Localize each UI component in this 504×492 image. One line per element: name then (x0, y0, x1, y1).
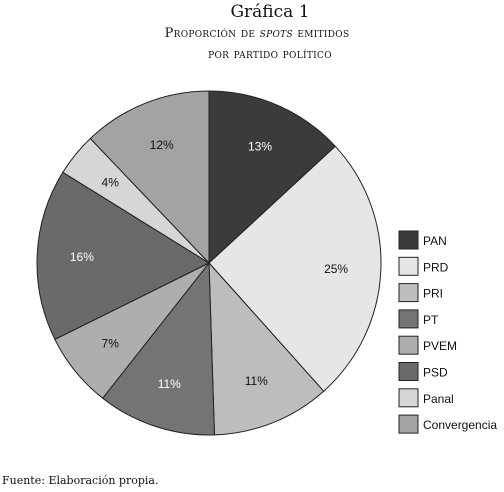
pie-labels: 13% 25% 11% 11% 7% 16% 4% 12% (70, 138, 349, 391)
legend-swatch-prd (398, 256, 419, 276)
legend-swatch-psd (398, 362, 419, 381)
pie-slice-psd (36, 171, 211, 341)
legend: PAN PRD PRI PT PVEM PSD Panal Convergencia (398, 230, 497, 434)
legend-label-psd: PSD (423, 366, 448, 380)
legend-label-prd: PRD (423, 260, 449, 274)
slice-label-pan: 13% (248, 139, 272, 153)
slice-label-convergencia: 12% (150, 138, 174, 152)
pie-slice-convergencia (89, 90, 210, 265)
legend-label-panal: Panal (423, 392, 454, 406)
legend-label-pan: PAN (423, 234, 447, 248)
pie-slices (36, 90, 382, 436)
legend-swatch-pan (398, 230, 419, 250)
pie-slice-pri (208, 261, 325, 436)
slice-label-pri: 11% (245, 374, 268, 388)
slice-label-panal: 4% (102, 176, 120, 190)
legend-swatch-panal (398, 388, 419, 408)
slice-label-psd: 16% (70, 250, 94, 264)
subtitle-emphasis: spots (260, 26, 293, 41)
pie-slice-pt (101, 261, 215, 436)
legend-swatch-pt (398, 309, 419, 329)
chart-title: Gráfica 1 (230, 2, 309, 22)
slice-label-prd: 25% (324, 262, 348, 276)
subtitle-part-2: emitidos (293, 26, 350, 41)
pie-chart: Gráfica 1 Proporción de spots emitidos p… (36, 2, 497, 436)
pie-slice-prd (208, 145, 382, 392)
source-note: Fuente: Elaboración propia. (2, 474, 159, 487)
legend-label-convergencia: Convergencia (423, 418, 497, 432)
legend-label-pt: PT (423, 313, 439, 327)
pie-slice-pan (208, 90, 337, 265)
legend-label-pri: PRI (423, 287, 443, 301)
slice-label-pt: 11% (158, 377, 181, 391)
legend-swatch-convergencia (398, 414, 419, 434)
chart-subtitle-line1: Proporción de spots emitidos (165, 26, 350, 41)
chart-subtitle-line2: por partido político (208, 47, 332, 62)
legend-swatch-pri (398, 283, 419, 303)
slice-label-pvem: 7% (102, 336, 120, 350)
subtitle-part-1: Proporción de (165, 26, 260, 41)
legend-swatch-pvem (398, 335, 419, 355)
legend-label-pvem: PVEM (423, 339, 457, 353)
